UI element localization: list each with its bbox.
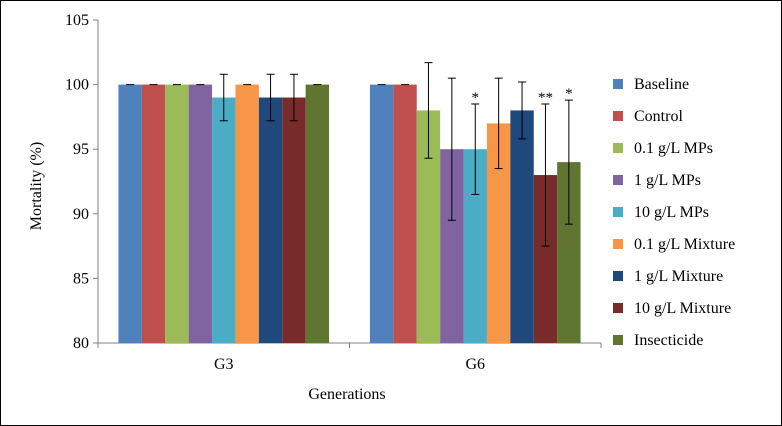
x-tick-label: G3 [214, 356, 234, 373]
bar [463, 149, 487, 343]
bar [369, 84, 394, 343]
legend-label: 0.1 g/L Mixture [634, 236, 735, 253]
legend-label: 1 g/L MPs [634, 172, 701, 189]
y-tick-label: 80 [73, 335, 89, 352]
bar [118, 84, 142, 343]
legend-swatch [613, 207, 623, 217]
bar [188, 84, 213, 343]
y-tick-label: 100 [65, 77, 89, 94]
x-axis-title: Generations [308, 386, 385, 403]
y-tick-label: 105 [65, 12, 89, 29]
legend-swatch [613, 271, 623, 281]
bar [440, 149, 464, 343]
legend-label: Insecticide [634, 332, 703, 349]
legend-label: 10 g/L Mixture [634, 300, 731, 317]
legend-swatch [613, 79, 623, 89]
x-tick-label: G6 [465, 356, 485, 373]
bar [305, 84, 330, 343]
significance-marker: * [472, 90, 480, 106]
bar [416, 110, 441, 343]
y-axis-title: Mortality (%) [28, 142, 45, 230]
y-tick-label: 95 [73, 141, 89, 158]
bar [235, 84, 259, 343]
y-tick-label: 85 [73, 270, 89, 287]
legend-label: Control [634, 108, 683, 125]
bar [212, 97, 236, 344]
error-bars [126, 62, 573, 247]
legend-label: Baseline [634, 76, 689, 93]
bar [282, 97, 306, 344]
significance-markers: * ** * [472, 86, 573, 106]
bar [141, 84, 166, 343]
legend-label: 1 g/L Mixture [634, 268, 723, 285]
legend-swatch [613, 111, 623, 121]
bars [118, 84, 581, 344]
bar [165, 84, 189, 343]
significance-marker: * [565, 86, 573, 102]
legend-label: 10 g/L MPs [634, 204, 709, 221]
legend: Baseline Control 0.1 g/L MPs 1 g/L MPs 10 g/… [613, 76, 735, 349]
legend-swatch [613, 175, 623, 185]
legend-swatch [613, 335, 623, 345]
bar [486, 123, 511, 343]
significance-marker: ** [538, 90, 553, 106]
legend-swatch [613, 239, 623, 249]
bar [557, 162, 581, 343]
bar [258, 97, 283, 344]
bar [510, 110, 534, 343]
tick-labels: 80 85 90 95 100 105 G3 G6 [65, 12, 485, 373]
bar [533, 175, 558, 343]
legend-swatch [613, 143, 623, 153]
legend-label: 0.1 g/L MPs [634, 140, 713, 157]
bar [393, 84, 417, 343]
legend-swatch [613, 303, 623, 313]
y-tick-label: 90 [73, 206, 89, 223]
